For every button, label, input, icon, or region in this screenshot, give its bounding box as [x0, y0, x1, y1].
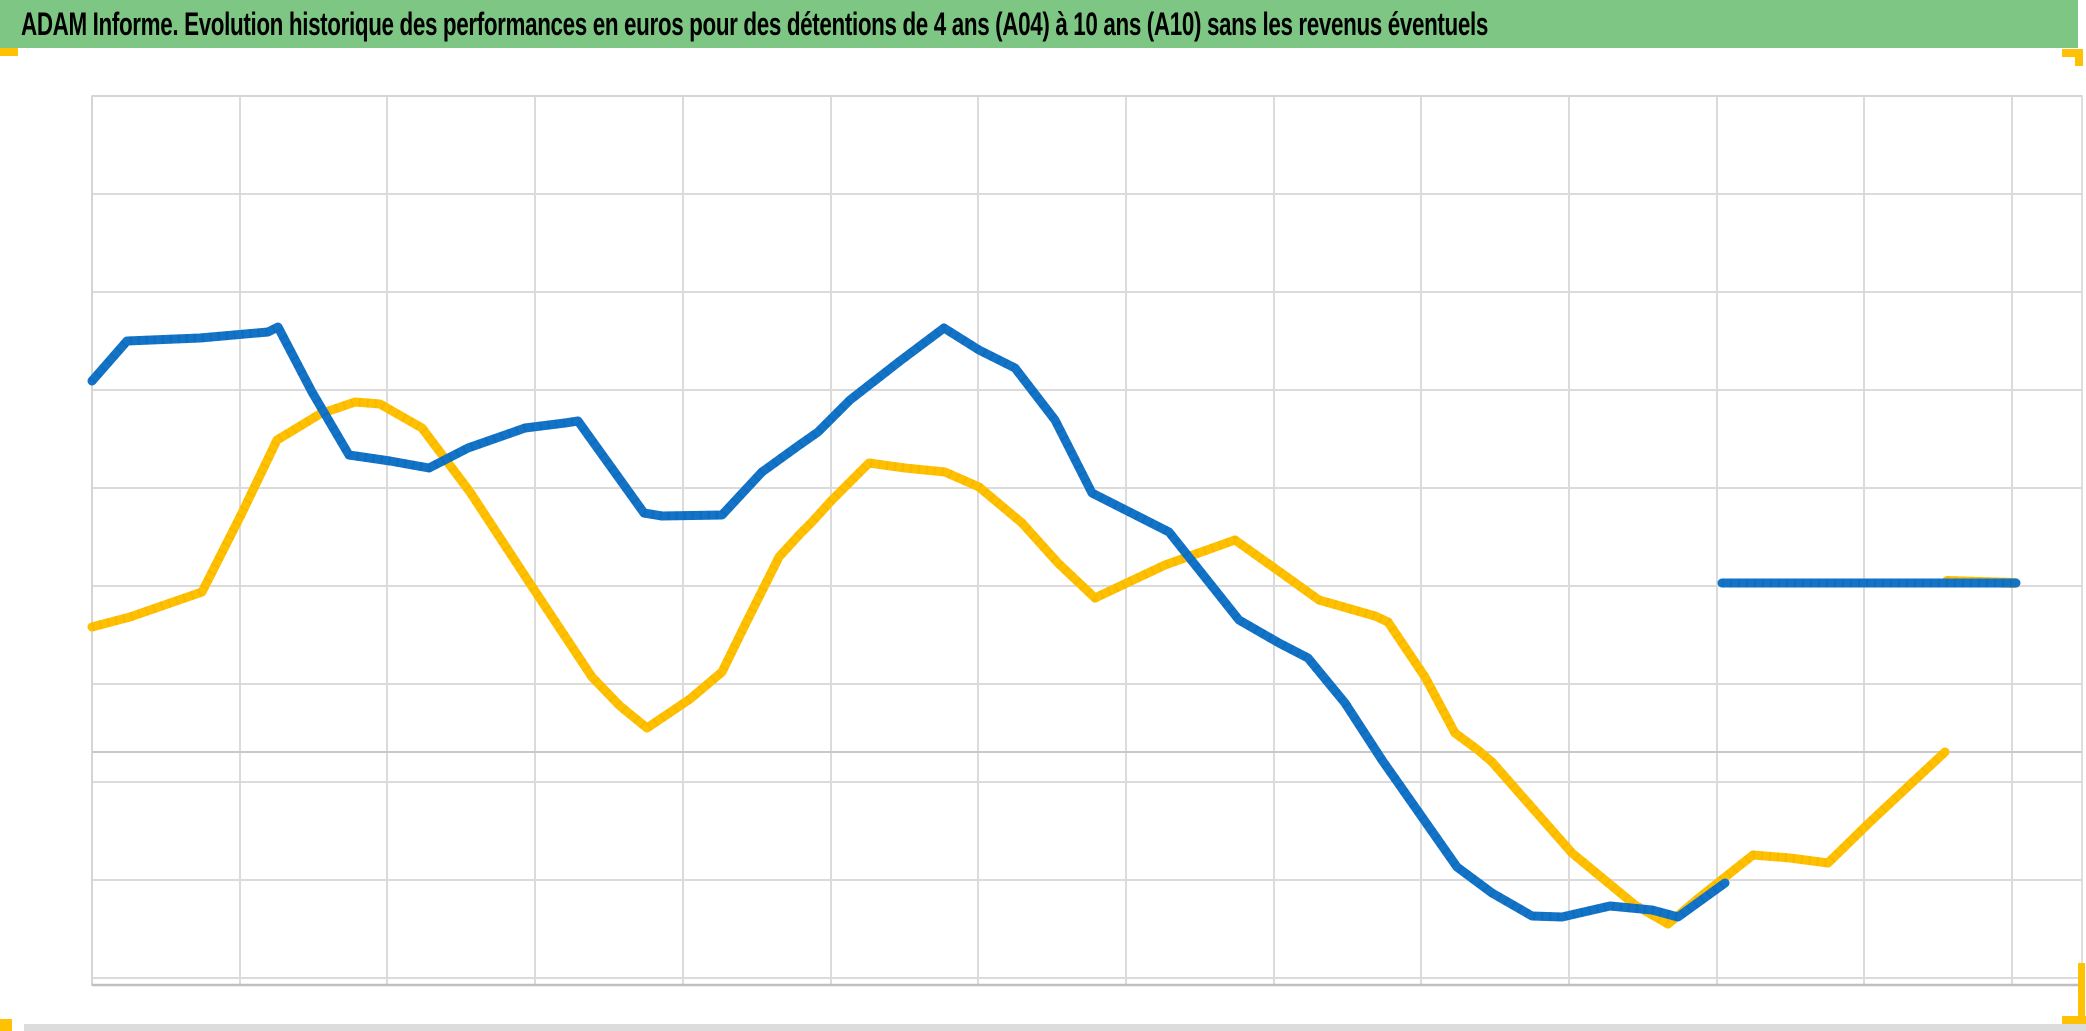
series-yellow-main[interactable] — [87, 397, 1950, 929]
series-blue-main[interactable] — [87, 322, 1730, 922]
series-blue-main-texture — [88, 322, 1728, 922]
plot-border — [91, 95, 2083, 986]
selection-border-right-bar — [2078, 963, 2085, 1031]
series-yellow-main-texture — [90, 397, 1949, 929]
selection-border-top-right-v — [2075, 49, 2083, 66]
selection-handle-top-left[interactable] — [0, 48, 18, 56]
selection-border-top-right-h — [2062, 49, 2083, 57]
sheet-bottom-edge — [24, 1024, 2086, 1031]
selection-handle-bottom-left[interactable] — [0, 1019, 12, 1031]
title-bar[interactable]: ADAM Informe. Evolution historique des p… — [0, 0, 2078, 48]
chart-title: ADAM Informe. Evolution historique des p… — [21, 5, 1488, 42]
